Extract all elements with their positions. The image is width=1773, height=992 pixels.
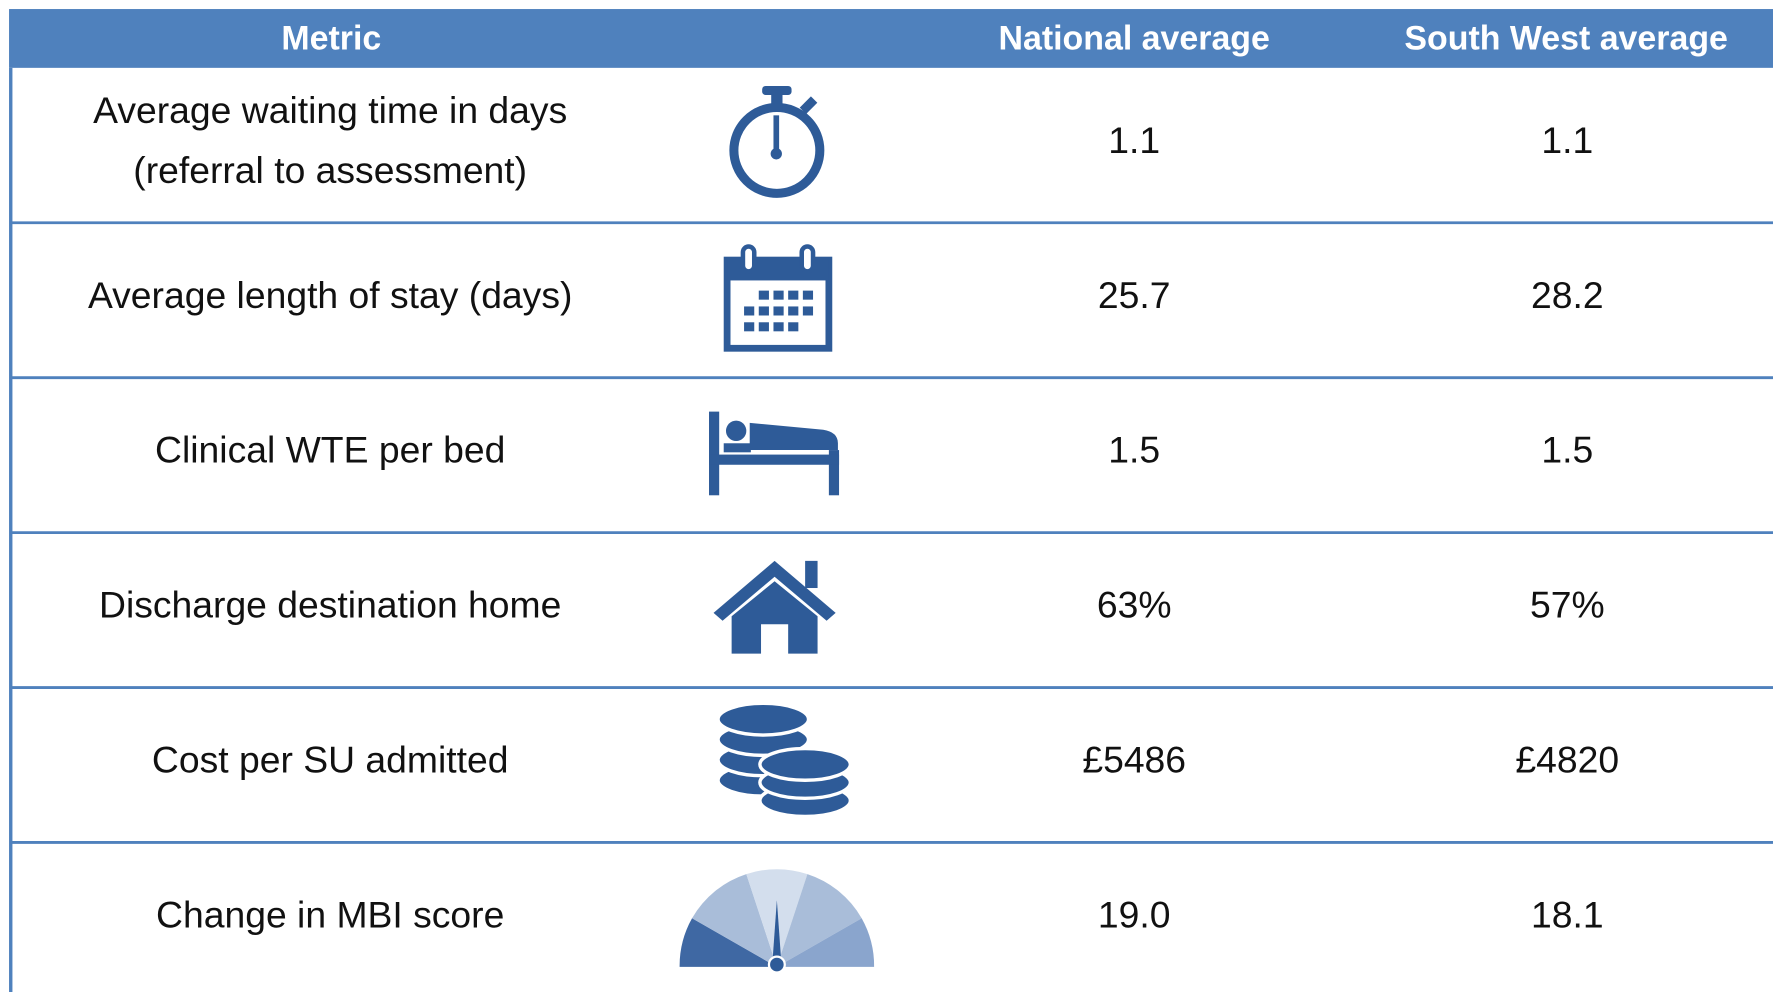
south-west-value: 1.5 xyxy=(1541,429,1593,471)
metric-label: Discharge destination home xyxy=(99,584,561,626)
south-west-value: 1.1 xyxy=(1541,119,1593,161)
calendar-icon xyxy=(723,244,833,352)
south-west-value: 28.2 xyxy=(1531,274,1604,316)
metric-label: (referral to assessment) xyxy=(133,149,527,191)
gauge-icon xyxy=(679,869,875,974)
national-value: 1.5 xyxy=(1108,429,1160,471)
south-west-value: £4820 xyxy=(1515,739,1619,781)
stopwatch-icon xyxy=(729,85,825,198)
header-band xyxy=(9,9,1773,68)
national-value: 1.1 xyxy=(1108,119,1160,161)
header-cell: Metric xyxy=(281,20,381,58)
bed-icon xyxy=(709,411,840,496)
metric-label: Cost per SU admitted xyxy=(152,739,509,781)
national-value: 19.0 xyxy=(1098,894,1171,936)
house-icon xyxy=(713,560,836,654)
national-value: 63% xyxy=(1097,584,1172,626)
metric-label: Average length of stay (days) xyxy=(88,274,572,316)
metric-label: Change in MBI score xyxy=(156,894,504,936)
metric-label: Clinical WTE per bed xyxy=(155,429,505,471)
national-value: 25.7 xyxy=(1098,274,1171,316)
national-value: £5486 xyxy=(1082,739,1186,781)
table: Metric National average South West avera… xyxy=(9,9,1773,992)
header-cell: National average xyxy=(999,20,1270,58)
coins-icon xyxy=(716,701,853,819)
south-west-value: 18.1 xyxy=(1531,894,1604,936)
metric-label: Average waiting time in days xyxy=(93,89,567,131)
south-west-value: 57% xyxy=(1530,584,1605,626)
header-cell: South West average xyxy=(1404,20,1727,58)
